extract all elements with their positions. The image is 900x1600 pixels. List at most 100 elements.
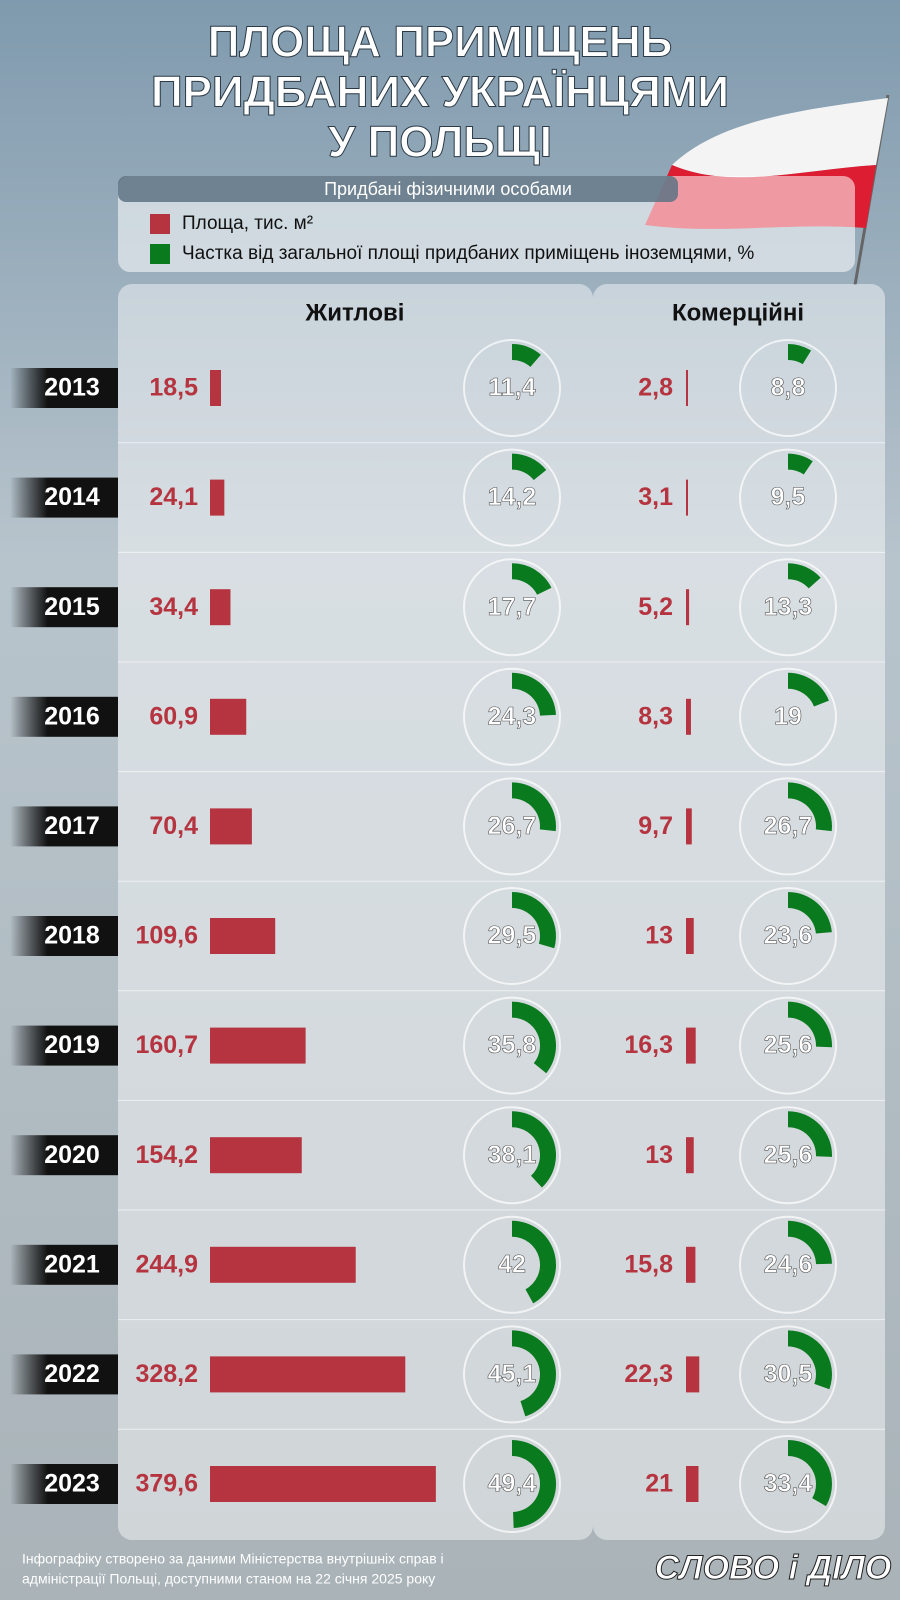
donut-wedge (788, 782, 833, 832)
year-tag (10, 806, 118, 847)
bar (210, 1027, 306, 1064)
bar (210, 1246, 356, 1283)
donut-wedge (512, 563, 552, 595)
title-line: ПЛОЩА ПРИМІЩЕНЬ (208, 18, 673, 67)
panel-title: Житлові (305, 299, 405, 326)
share-label: 25,6 (764, 1031, 813, 1059)
share-label: 49,4 (488, 1470, 537, 1498)
legend-label: Площа, тис. м² (182, 213, 313, 234)
bar (686, 589, 690, 626)
donut-ring (463, 996, 561, 1095)
area-label: 70,4 (149, 812, 198, 840)
year-tag (10, 696, 118, 737)
year-tag (10, 1244, 118, 1285)
donut-ring (739, 887, 837, 985)
donut-ring (739, 1215, 837, 1314)
donut-wedge (788, 344, 812, 365)
bar (686, 479, 688, 516)
donut-ring (463, 448, 561, 547)
donut-wedge (788, 1440, 832, 1507)
year-label: 2013 (44, 374, 100, 402)
donut-wedge (512, 782, 557, 832)
year-label: 2023 (44, 1470, 100, 1498)
donut-wedge (788, 1330, 832, 1390)
donut-wedge (788, 672, 829, 707)
area-label: 244,9 (135, 1250, 198, 1278)
donut-wedge (788, 453, 813, 475)
donut-ring (739, 558, 837, 657)
bar (210, 918, 276, 954)
donut-ring (463, 558, 561, 657)
source: Інфографіку створено за даними Міністерс… (22, 1551, 444, 1567)
bar (686, 698, 691, 735)
legend-swatch (150, 244, 170, 264)
area-label: 5,2 (638, 593, 673, 621)
donut-wedge (512, 1439, 557, 1528)
share-label: 33,4 (764, 1470, 813, 1498)
area-label: 154,2 (135, 1141, 198, 1169)
year-tag (10, 916, 118, 956)
year-tag (10, 1354, 118, 1395)
donut-ring (463, 667, 561, 766)
bar (686, 1027, 696, 1064)
year-label: 2019 (44, 1031, 100, 1059)
legend-label: Частка від загальної площі придбаних при… (182, 243, 754, 264)
bar (210, 808, 252, 845)
share-label: 26,7 (488, 812, 537, 840)
area-label: 109,6 (135, 922, 198, 950)
legend-swatch (150, 214, 170, 234)
share-label: 42 (498, 1250, 526, 1278)
share-label: 38,1 (488, 1141, 537, 1169)
year-tag (10, 1025, 118, 1066)
area-label: 15,8 (624, 1250, 673, 1278)
area-label: 328,2 (135, 1360, 198, 1388)
area-label: 22,3 (624, 1360, 673, 1388)
donut-ring (739, 1106, 837, 1205)
source: адміністрації Польщі, доступними станом … (22, 1571, 435, 1587)
area-label: 13 (645, 1141, 673, 1169)
donut-ring (463, 887, 561, 985)
share-label: 19 (774, 702, 802, 730)
year-tag (10, 368, 118, 408)
donut-ring (739, 1435, 837, 1533)
area-label: 16,3 (624, 1031, 673, 1059)
panel (593, 284, 885, 1540)
donut-wedge (788, 1220, 832, 1265)
bar (210, 1466, 436, 1502)
bar (210, 479, 225, 516)
donut-wedge (788, 1111, 833, 1157)
bar (210, 370, 222, 406)
share-label: 17,7 (488, 593, 537, 621)
donut-wedge (788, 891, 832, 934)
donut-ring (739, 339, 837, 437)
donut-wedge (512, 672, 556, 716)
logo: СЛОВО і ДІЛО (655, 1549, 892, 1587)
donut-wedge (512, 1330, 556, 1417)
year-tag (10, 1135, 118, 1176)
area-label: 18,5 (149, 374, 198, 402)
year-label: 2016 (44, 702, 100, 730)
share-label: 30,5 (764, 1360, 813, 1388)
bar (686, 808, 692, 845)
year-tag (10, 477, 118, 518)
bar (686, 918, 694, 954)
area-label: 379,6 (135, 1470, 198, 1498)
area-label: 160,7 (135, 1031, 198, 1059)
year-label: 2017 (44, 812, 100, 840)
year-label: 2018 (44, 922, 100, 950)
donut-ring (463, 339, 561, 437)
bar (210, 589, 231, 626)
year-label: 2021 (44, 1250, 100, 1278)
year-label: 2014 (44, 483, 100, 511)
title-line: У ПОЛЬЩІ (328, 118, 552, 167)
donut-ring (463, 1215, 561, 1314)
donut-wedge (512, 344, 541, 367)
share-label: 9,5 (771, 483, 806, 511)
bar (210, 698, 247, 735)
subtitle-bar (118, 176, 678, 202)
panel (118, 284, 593, 1540)
share-label: 26,7 (764, 812, 813, 840)
donut-wedge (512, 892, 556, 949)
